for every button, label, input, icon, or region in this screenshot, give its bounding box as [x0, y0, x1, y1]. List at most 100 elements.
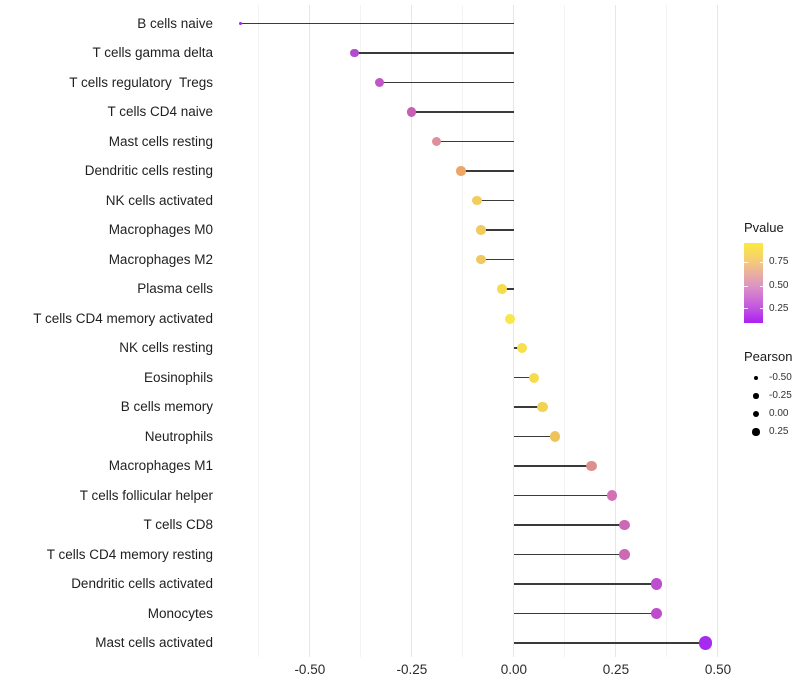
x-tick-label: -0.50 — [294, 662, 326, 677]
lollipop-stem — [436, 140, 514, 143]
data-point — [606, 490, 618, 501]
pearson-legend-label: -0.50 — [769, 372, 792, 383]
category-label: Neutrophils — [144, 428, 213, 444]
colorbar-tick-mark — [759, 261, 763, 263]
data-point — [476, 254, 487, 265]
colorbar-tick-mark — [744, 261, 748, 263]
data-point — [407, 107, 417, 117]
category-label: Mast cells activated — [95, 635, 213, 650]
lollipop-stem — [477, 199, 514, 202]
lollipop-stem — [513, 406, 543, 408]
category-label: T cells CD8 — [143, 517, 213, 532]
category-label: T cells CD4 naive — [107, 104, 213, 119]
pvalue-tick-label: 0.75 — [769, 256, 789, 268]
data-point — [496, 284, 507, 294]
lollipop-stem — [513, 376, 535, 379]
lollipop-stem — [513, 524, 625, 526]
pearson-legend-dot — [753, 393, 759, 399]
category-label: Macrophages M1 — [108, 458, 213, 473]
lollipop-stem — [513, 642, 706, 644]
data-point — [618, 519, 630, 531]
lollipop-stem — [240, 22, 514, 25]
pearson-legend-dot — [753, 375, 759, 381]
pearson-legend-title: Pearson — [744, 349, 793, 364]
x-tick-label: 0.50 — [704, 662, 732, 677]
lollipop-stem — [460, 170, 514, 172]
minor-gridline — [360, 5, 362, 657]
data-point — [350, 48, 360, 58]
category-label: Macrophages M0 — [108, 222, 213, 237]
major-gridline — [615, 5, 617, 657]
category-label: T cells follicular helper — [79, 487, 213, 503]
lollipop-stem — [513, 465, 592, 467]
category-label: Dendritic cells resting — [84, 163, 213, 178]
category-label: B cells naive — [137, 15, 213, 31]
data-point — [472, 195, 482, 206]
category-label: Monocytes — [147, 605, 213, 621]
pearson-legend-label: 0.25 — [769, 426, 789, 437]
colorbar-tick-mark — [759, 285, 763, 287]
lollipop-stem — [513, 553, 625, 556]
data-point — [456, 166, 466, 176]
data-point — [618, 549, 630, 560]
category-label: Macrophages M2 — [108, 251, 213, 267]
data-point — [431, 136, 442, 147]
pvalue-colorbar — [744, 243, 763, 323]
colorbar-tick-mark — [744, 285, 748, 287]
lollipop-stem — [513, 612, 657, 615]
plot-panel — [218, 5, 729, 657]
major-gridline — [411, 5, 413, 657]
pearson-legend-label: -0.25 — [769, 390, 792, 401]
lollipop-stem — [411, 111, 514, 113]
minor-gridline — [462, 5, 464, 657]
data-point — [529, 372, 540, 383]
data-point — [586, 460, 597, 472]
data-point — [374, 78, 384, 87]
pvalue-tick-label: 0.25 — [769, 302, 789, 314]
minor-gridline — [666, 5, 668, 657]
category-label: T cells regulatory Tregs — [69, 74, 213, 90]
pearson-legend-label: 0.00 — [769, 408, 789, 419]
lollipop-stem — [501, 288, 514, 290]
colorbar-tick-mark — [759, 308, 763, 310]
data-point — [651, 578, 663, 590]
category-label: Mast cells resting — [108, 133, 213, 149]
data-point — [699, 636, 713, 650]
category-label: NK cells resting — [119, 340, 213, 355]
pvalue-tick-label: 0.50 — [769, 280, 789, 292]
category-label: T cells gamma delta — [92, 45, 213, 60]
lollipop-stem — [379, 81, 514, 84]
x-tick-label: 0.00 — [500, 662, 528, 677]
data-point — [476, 225, 487, 235]
colorbar-tick-mark — [744, 308, 748, 310]
lollipop-stem — [481, 229, 514, 231]
lollipop-stem — [513, 435, 555, 438]
pearson-legend-dot — [752, 428, 760, 436]
lollipop-stem — [354, 52, 514, 54]
data-point — [537, 401, 548, 413]
minor-gridline — [258, 5, 260, 657]
lollipop-stem — [513, 494, 612, 497]
category-label: T cells CD4 memory activated — [33, 310, 213, 326]
data-point — [504, 313, 515, 324]
data-point — [239, 22, 242, 25]
x-tick-label: 0.25 — [602, 662, 630, 677]
category-label: Plasma cells — [137, 281, 213, 296]
category-label: Dendritic cells activated — [71, 576, 213, 591]
category-label: NK cells activated — [105, 192, 213, 208]
category-label: Eosinophils — [143, 369, 213, 385]
lollipop-stem — [481, 258, 514, 261]
major-gridline — [717, 5, 719, 657]
minor-gridline — [564, 5, 566, 657]
major-gridline — [309, 5, 311, 657]
lollipop-stem — [513, 583, 657, 585]
category-label: T cells CD4 memory resting — [46, 546, 213, 562]
data-point — [651, 607, 663, 620]
category-label: B cells memory — [120, 399, 213, 414]
pearson-legend-dot — [752, 410, 760, 418]
data-point — [517, 343, 528, 353]
major-gridline — [513, 5, 515, 657]
data-point — [549, 431, 560, 442]
pvalue-legend-title: Pvalue — [744, 220, 784, 235]
